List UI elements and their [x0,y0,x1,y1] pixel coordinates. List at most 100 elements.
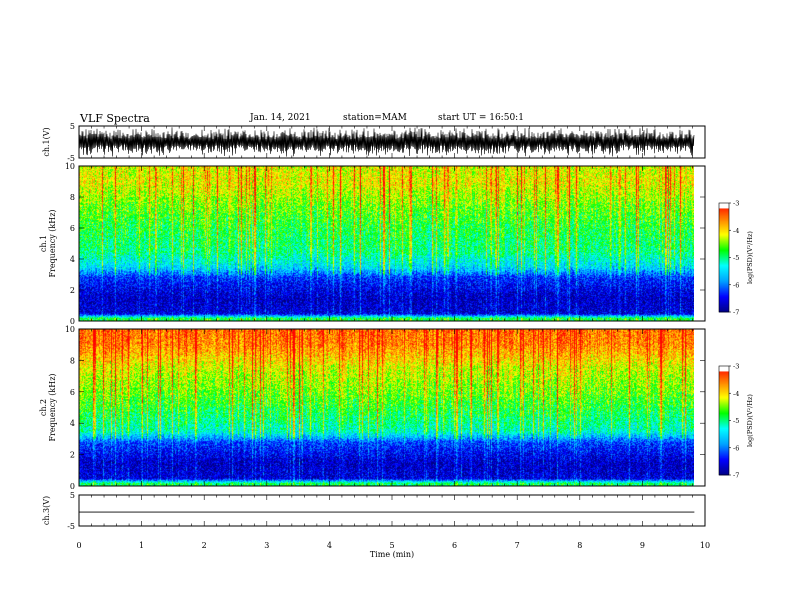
ch2-spectrogram-ytick-label: 8 [70,356,75,365]
ch1-colorbar-band [719,293,729,295]
ch1-colorbar-band [719,295,729,298]
ch2-colorbar-band [719,415,729,417]
ch1-colorbar-band [719,268,729,270]
ch2-colorbar-band [719,384,729,387]
ch2-colorbar-band [719,473,729,476]
ch1-colorbar-band [719,264,729,266]
ch2-colorbar-band [719,454,729,456]
ch2-colorbar-band [719,461,729,464]
ch2-spectrogram-ytick-label: 6 [70,388,75,397]
ch1-colorbar-band [719,209,729,212]
ch2-colorbar-band [719,401,729,404]
ch2-colorbar-band [719,434,729,437]
ch2-colorbar-band [719,471,729,474]
ch1-colorbar-tick-label: -6 [733,281,739,289]
x-tick-label: 6 [452,541,457,550]
ch1-colorbar-band [719,262,729,265]
ch2-colorbar-band [719,369,729,371]
ch1-colorbar-band [719,305,729,307]
ch2-colorbar-band [719,472,729,475]
ch2-colorbar-band [719,417,729,419]
ch1-colorbar-band [719,214,729,217]
ch1-colorbar-band [719,261,729,264]
ch2-colorbar-band [719,380,729,382]
ch2-colorbar-band [719,439,729,441]
ch1-colorbar-band [719,228,729,230]
ch2-colorbar-band [719,366,729,368]
ch2-colorbar-band [719,391,729,393]
ch1-spectrogram-ytick-label: 4 [70,255,75,264]
ch2-colorbar-band [719,460,729,463]
ch2-colorbar-band [719,400,729,403]
ch2-colorbar-band [719,443,729,445]
ch2-colorbar-band [719,381,729,383]
ch2-colorbar-band [719,411,729,414]
ch2-colorbar-band [719,368,729,370]
ch2-colorbar-label: log(PSD)(V²/Hz) [746,394,754,447]
ch2-colorbar-tick-label: -3 [733,363,739,371]
ch1-colorbar-band [719,280,729,282]
ch2-colorbar-band [719,386,729,389]
ch1-colorbar-band [719,249,729,252]
ch2-colorbar-band [719,371,729,373]
ch1-colorbar-band [719,289,729,291]
ch1-colorbar-band [719,248,729,251]
ch1-colorbar-band [719,229,729,231]
ch2-colorbar-band [719,431,729,433]
ch2-colorbar-band [719,407,729,409]
ch2-colorbar-band [719,440,729,442]
ch2-colorbar-band [719,466,729,468]
ch2-colorbar-band [719,430,729,432]
ch1-colorbar-band [719,216,729,218]
ch2-colorbar-band [719,446,729,449]
ch3-waveform-ytick-label: -5 [67,522,75,531]
ch2-colorbar-band [719,421,729,424]
x-tick-label: 5 [389,541,394,550]
ch2-spectrogram-ytick-label: 10 [65,325,75,334]
ch1-colorbar-band [719,231,729,233]
ch2-colorbar-band [719,435,729,438]
ch1-colorbar-band [719,210,729,213]
ch1-colorbar-band [719,222,729,225]
ch1-colorbar-band [719,255,729,257]
ch2-spectrogram-ylabel-channel: ch.2 [39,399,48,416]
ch2-colorbar-band [719,397,729,400]
ch1-spectrogram-ytick-label: 0 [70,317,75,326]
ch2-colorbar-tick-label: -5 [733,417,739,425]
ch1-colorbar-band [719,250,729,253]
ch2-colorbar-band [719,432,729,434]
ch2-colorbar-band [719,425,729,428]
ch1-colorbar-band [719,221,729,224]
ch2-colorbar-band [719,424,729,427]
ch2-colorbar-band [719,374,729,377]
ch2-colorbar-tick-label: -7 [733,472,739,480]
ch2-colorbar-band [719,423,729,426]
ch1-colorbar-band [719,225,729,228]
ch2-colorbar-band [719,416,729,418]
ch1-waveform-ylabel: ch.1(V) [42,127,51,156]
chart-title: VLF Spectra [80,112,150,125]
ch2-colorbar-band [719,410,729,413]
ch2-colorbar-band [719,456,729,458]
ch1-colorbar-band [719,292,729,294]
x-tick-label: 2 [202,541,207,550]
ch1-spectrogram-ytick-label: 8 [70,193,75,202]
ch2-colorbar-tick-label: -4 [733,390,739,398]
x-tick-label: 1 [139,541,144,550]
ch2-spectrogram-ytick-label: 2 [70,451,75,460]
ch1-colorbar-band [719,242,729,244]
header-date: Jan. 14, 2021 [250,113,311,123]
ch2-colorbar-band [719,449,729,452]
ch2-colorbar-band [719,403,729,405]
ch2-colorbar-band [719,470,729,473]
ch2-colorbar-band [719,387,729,390]
ch1-colorbar-band [719,284,729,287]
ch2-colorbar-band [719,420,729,422]
x-tick-label: 4 [327,541,332,550]
ch1-colorbar-band [719,254,729,256]
ch1-colorbar-band [719,205,729,207]
ch1-colorbar-tick-label: -5 [733,254,739,262]
ch2-spectrogram-image [79,329,694,486]
ch1-colorbar-band [719,208,729,210]
